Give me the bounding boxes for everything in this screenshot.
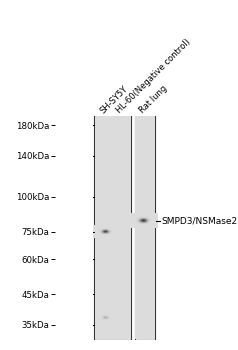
- Text: HL-60(Negative control): HL-60(Negative control): [115, 37, 192, 115]
- Bar: [95, 116, 131, 339]
- Text: Rat lung: Rat lung: [137, 84, 169, 115]
- Text: SH-SY5Y: SH-SY5Y: [99, 84, 130, 115]
- Bar: [94, 116, 131, 340]
- Text: SMPD3/NSMase2: SMPD3/NSMase2: [161, 217, 237, 225]
- Bar: [135, 116, 154, 339]
- Bar: [135, 116, 155, 340]
